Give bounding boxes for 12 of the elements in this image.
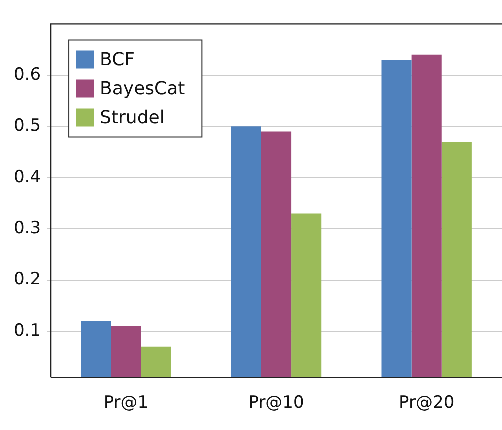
legend-label: BCF (100, 49, 136, 70)
x-tick-label: Pr@20 (399, 393, 455, 414)
y-tick-label: 0.4 (14, 167, 42, 188)
y-tick-label: 0.2 (14, 270, 42, 290)
legend-label: Strudel (100, 107, 165, 128)
y-tick-label: 0.3 (14, 218, 42, 238)
y-tick-label: 0.6 (14, 64, 42, 85)
legend-label: BayesCat (100, 78, 186, 100)
x-tick-label: Pr@1 (104, 393, 149, 414)
x-tick-label: Pr@10 (248, 393, 304, 414)
y-tick-label: 0.5 (14, 116, 42, 136)
y-tick-label: 0.1 (14, 320, 42, 341)
